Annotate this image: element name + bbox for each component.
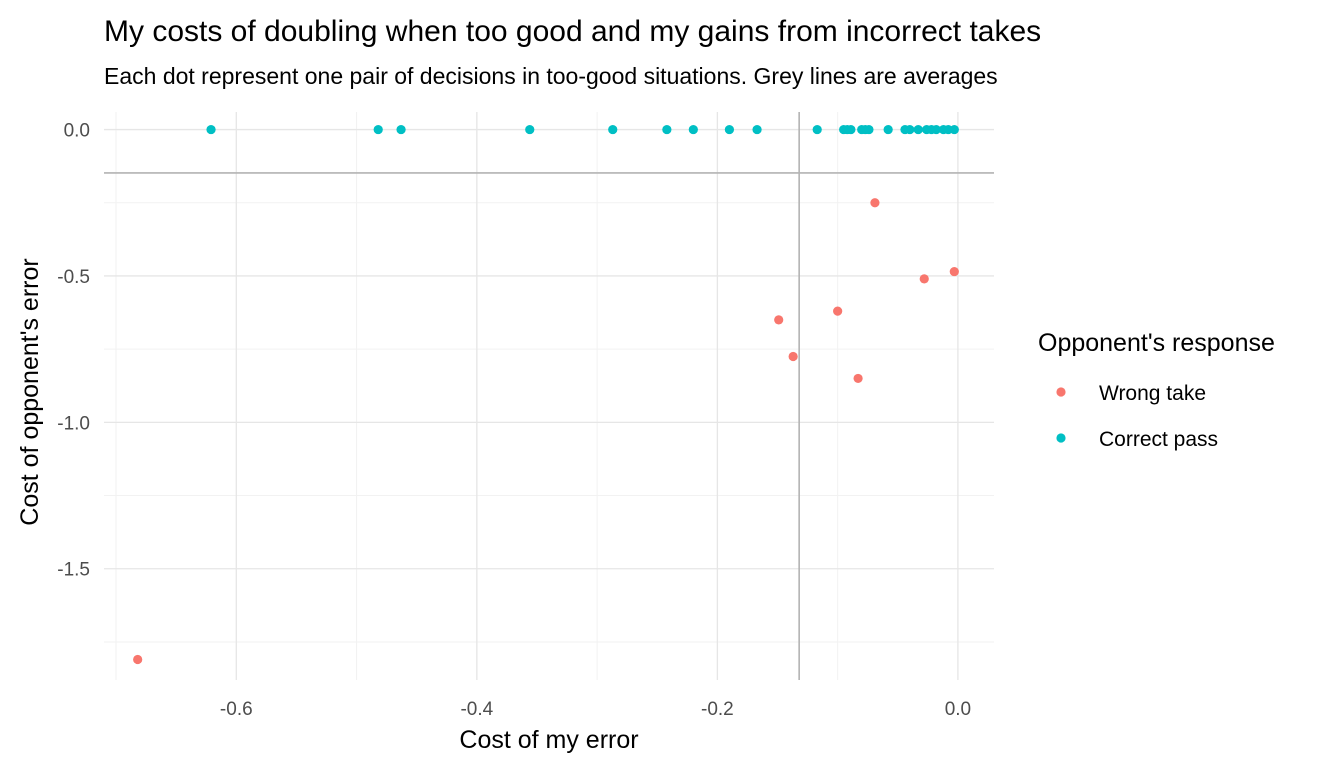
point-correct-pass	[373, 124, 383, 135]
point-correct-pass	[206, 124, 216, 135]
x-tick-label: 0.0	[945, 699, 971, 720]
y-tick-label: 0.0	[64, 121, 90, 142]
point-wrong-take	[133, 654, 143, 665]
x-axis-title: Cost of my error	[459, 726, 638, 754]
point-wrong-take	[788, 351, 798, 362]
point-correct-pass	[396, 124, 406, 135]
point-correct-pass	[864, 124, 874, 135]
point-correct-pass	[724, 124, 735, 135]
y-tick-label: -1.0	[57, 413, 90, 434]
point-correct-pass	[846, 124, 856, 135]
legend-label-wrong-take: Wrong take	[1099, 382, 1206, 405]
x-tick-label: -0.6	[220, 699, 253, 720]
point-wrong-take	[853, 373, 863, 384]
legend-title: Opponent's response	[1038, 329, 1275, 357]
point-correct-pass	[608, 124, 618, 135]
point-wrong-take	[949, 266, 959, 277]
chart-title: My costs of doubling when too good and m…	[104, 15, 1041, 48]
point-correct-pass	[525, 124, 535, 135]
point-wrong-take	[833, 306, 843, 316]
point-correct-pass	[913, 124, 923, 135]
average-lines	[104, 112, 994, 680]
point-wrong-take	[919, 274, 929, 284]
point-wrong-take	[774, 315, 784, 325]
grid-lines	[104, 112, 994, 680]
y-axis-title: Cost of opponent's error	[16, 258, 44, 525]
legend-key-correct-pass	[1056, 433, 1066, 443]
point-correct-pass	[688, 124, 698, 135]
x-tick-label: -0.2	[701, 699, 734, 720]
y-tick-label: -0.5	[57, 267, 90, 288]
x-axis-ticks: -0.6 -0.4 -0.2 0.0	[220, 699, 971, 720]
point-correct-pass	[752, 124, 762, 135]
point-correct-pass	[905, 124, 915, 135]
legend: Opponent's response Wrong take Correct pa…	[1038, 329, 1275, 451]
chart-subtitle: Each dot represent one pair of decisions…	[104, 63, 998, 89]
point-wrong-take	[870, 198, 880, 208]
data-points	[133, 124, 959, 665]
legend-label-correct-pass: Correct pass	[1099, 428, 1218, 451]
y-axis-ticks: 0.0 -0.5 -1.0 -1.5	[57, 121, 90, 581]
point-correct-pass	[662, 124, 672, 135]
x-tick-label: -0.4	[460, 699, 493, 720]
legend-key-wrong-take	[1056, 387, 1066, 397]
point-correct-pass	[883, 124, 893, 135]
point-correct-pass	[812, 124, 822, 135]
point-correct-pass	[949, 124, 959, 135]
y-tick-label: -1.5	[57, 560, 90, 581]
point-correct-pass	[931, 124, 941, 135]
